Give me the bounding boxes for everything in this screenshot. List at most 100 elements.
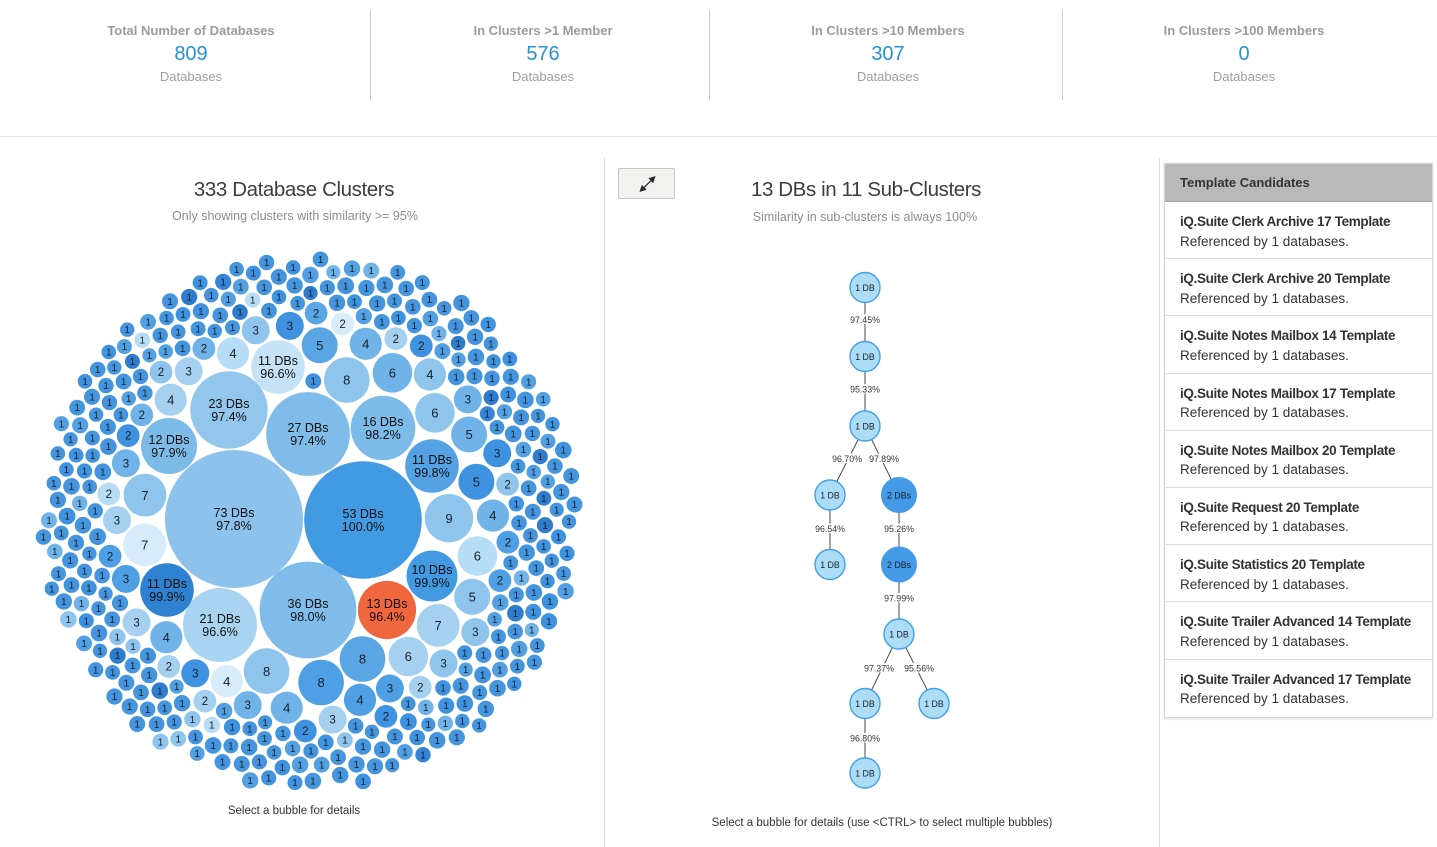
svg-text:1: 1 [49, 584, 55, 595]
svg-text:1: 1 [488, 339, 494, 350]
svg-text:1: 1 [100, 467, 106, 478]
svg-text:1: 1 [90, 434, 96, 445]
svg-text:1: 1 [512, 627, 518, 638]
svg-text:3: 3 [472, 627, 478, 639]
svg-text:95.33%: 95.33% [850, 385, 880, 395]
svg-text:96.6%: 96.6% [260, 367, 295, 381]
svg-text:1: 1 [92, 506, 98, 517]
svg-text:1: 1 [561, 446, 567, 457]
svg-text:1: 1 [510, 430, 516, 441]
svg-text:1: 1 [115, 651, 121, 662]
svg-text:1: 1 [485, 409, 491, 420]
svg-text:1: 1 [469, 314, 475, 325]
svg-text:1: 1 [97, 646, 103, 657]
svg-text:2 DBs: 2 DBs [887, 560, 912, 570]
svg-text:11 DBs: 11 DBs [412, 453, 452, 467]
svg-text:1: 1 [535, 412, 541, 423]
svg-text:3: 3 [114, 515, 120, 527]
svg-text:1: 1 [262, 734, 268, 745]
svg-text:8: 8 [263, 664, 270, 679]
svg-text:1: 1 [292, 281, 298, 292]
svg-text:1: 1 [66, 615, 72, 626]
svg-text:1: 1 [498, 598, 504, 609]
svg-text:1: 1 [122, 342, 128, 353]
svg-text:1: 1 [549, 556, 555, 567]
svg-text:1: 1 [440, 347, 446, 358]
svg-text:1: 1 [145, 317, 151, 328]
svg-text:1 DB: 1 DB [855, 422, 875, 432]
svg-text:1 DB: 1 DB [855, 283, 875, 293]
svg-text:2: 2 [139, 410, 145, 422]
svg-text:1: 1 [526, 377, 532, 388]
svg-text:1: 1 [454, 733, 460, 744]
svg-text:1: 1 [352, 297, 358, 308]
svg-text:4: 4 [223, 674, 230, 689]
svg-text:1: 1 [229, 723, 235, 734]
svg-text:1: 1 [95, 365, 101, 376]
svg-text:1: 1 [73, 538, 79, 549]
svg-text:1: 1 [164, 314, 170, 325]
svg-text:6: 6 [431, 406, 438, 421]
svg-text:1: 1 [68, 435, 74, 446]
svg-text:27 DBs: 27 DBs [288, 421, 329, 435]
svg-text:2: 2 [504, 479, 510, 491]
svg-text:2: 2 [313, 308, 319, 320]
svg-text:2: 2 [302, 726, 308, 738]
svg-text:1: 1 [290, 263, 296, 274]
svg-text:96.6%: 96.6% [202, 625, 237, 639]
svg-text:1: 1 [462, 648, 468, 659]
svg-text:1: 1 [369, 727, 375, 738]
svg-text:3: 3 [287, 321, 293, 333]
svg-text:1: 1 [162, 703, 168, 714]
svg-text:96.54%: 96.54% [815, 524, 845, 534]
svg-text:1: 1 [107, 398, 113, 409]
svg-text:1: 1 [154, 720, 160, 731]
svg-text:1: 1 [311, 377, 317, 388]
svg-text:1: 1 [491, 357, 497, 368]
svg-text:1: 1 [379, 745, 385, 756]
svg-text:1: 1 [226, 295, 232, 306]
svg-text:1 DB: 1 DB [889, 630, 909, 640]
svg-text:3: 3 [192, 668, 198, 680]
svg-text:1: 1 [246, 743, 252, 754]
svg-text:1: 1 [360, 742, 366, 753]
svg-text:1: 1 [264, 258, 270, 269]
svg-text:1: 1 [480, 671, 486, 682]
svg-text:1: 1 [516, 645, 522, 656]
svg-text:1: 1 [456, 355, 462, 366]
svg-text:1: 1 [266, 306, 272, 317]
svg-text:1: 1 [512, 679, 518, 690]
svg-text:1: 1 [537, 452, 543, 463]
svg-text:1: 1 [180, 310, 186, 321]
svg-text:9: 9 [445, 511, 452, 526]
svg-text:1: 1 [499, 649, 505, 660]
svg-text:6: 6 [405, 649, 412, 664]
svg-text:1: 1 [52, 547, 58, 558]
svg-text:1: 1 [195, 324, 201, 335]
svg-text:1: 1 [87, 549, 93, 560]
svg-text:1: 1 [194, 749, 200, 760]
svg-text:8: 8 [359, 652, 366, 667]
svg-text:1: 1 [508, 559, 514, 570]
svg-text:1: 1 [247, 776, 253, 787]
svg-text:1: 1 [99, 571, 105, 582]
svg-text:1: 1 [533, 564, 539, 575]
svg-text:1: 1 [247, 724, 253, 735]
svg-text:1: 1 [360, 777, 366, 788]
svg-text:1: 1 [271, 748, 277, 759]
svg-text:1: 1 [472, 332, 478, 343]
svg-text:1: 1 [103, 589, 109, 600]
svg-text:1: 1 [389, 761, 395, 772]
svg-text:1: 1 [561, 569, 567, 580]
svg-text:1: 1 [261, 283, 267, 294]
svg-text:5: 5 [473, 474, 480, 489]
svg-text:1: 1 [292, 778, 298, 789]
svg-text:8: 8 [343, 373, 350, 388]
svg-text:1: 1 [190, 715, 196, 726]
svg-text:1: 1 [368, 266, 374, 277]
svg-text:1: 1 [518, 413, 524, 424]
svg-text:1: 1 [93, 665, 99, 676]
svg-text:1: 1 [572, 500, 578, 511]
svg-text:100.0%: 100.0% [342, 520, 384, 534]
svg-text:1: 1 [568, 472, 574, 483]
